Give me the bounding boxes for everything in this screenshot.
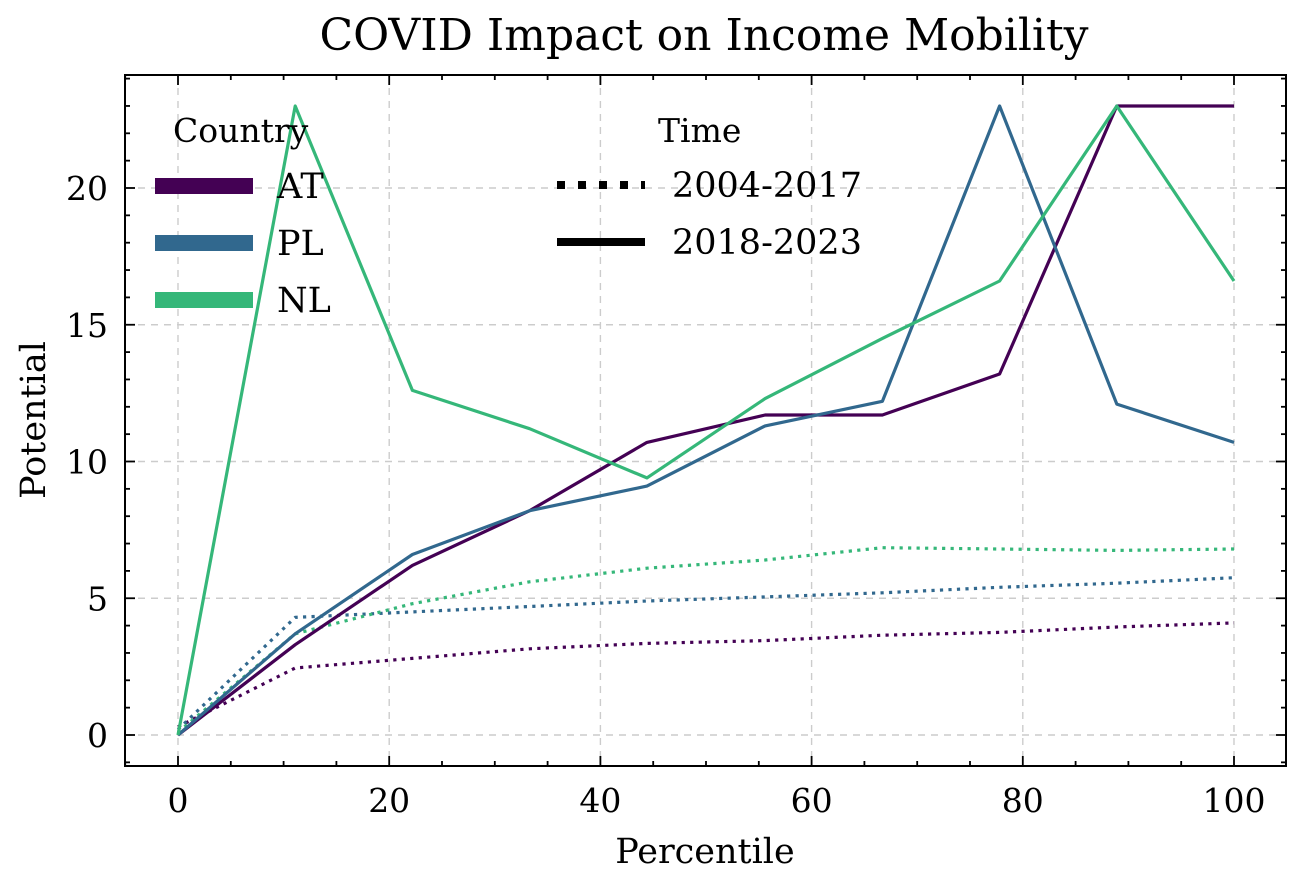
chart-title: COVID Impact on Income Mobility [319,10,1088,61]
x-tick-label: 100 [1203,781,1266,820]
legend-label-2018-2023: 2018-2023 [672,223,862,263]
legends: Country AT PL NL Time 2004-2017 2018-2023 [155,111,862,321]
series-line-nl-2018-2023 [176,104,1236,736]
legend-label-nl: NL [277,281,331,321]
y-tick-label: 20 [66,169,108,208]
legend-title-country: Country [173,111,309,150]
x-tick-label: 80 [1002,781,1044,820]
x-tick-label: 40 [579,781,621,820]
plot-frame [124,74,1287,767]
y-tick-label: 15 [66,306,108,345]
plot-series [176,104,1236,737]
y-axis-label: Potential [14,341,54,499]
legend-label-2004-2017: 2004-2017 [672,166,862,206]
x-tick-label: 20 [368,781,410,820]
y-tick-label: 5 [87,579,108,618]
y-tick-label: 0 [87,716,108,755]
grid-lines [125,75,1286,766]
legend-label-at: AT [276,167,324,207]
series-line-nl-2004-2017 [176,546,1235,734]
legend-title-time: Time [658,111,741,150]
series-line-at-2004-2017 [177,621,1235,729]
y-tick-label: 10 [66,443,108,482]
x-tick-label: 0 [168,781,189,820]
series-line-pl-2018-2023 [176,104,1235,737]
x-axis-label: Percentile [615,832,794,872]
series-line-pl-2004-2017 [176,576,1235,731]
series-line-at-2018-2023 [177,104,1234,737]
tick-labels: 0 20 40 60 80 100 0 5 10 15 20 [66,169,1266,820]
legend-label-pl: PL [277,224,324,264]
x-tick-label: 60 [791,781,833,820]
